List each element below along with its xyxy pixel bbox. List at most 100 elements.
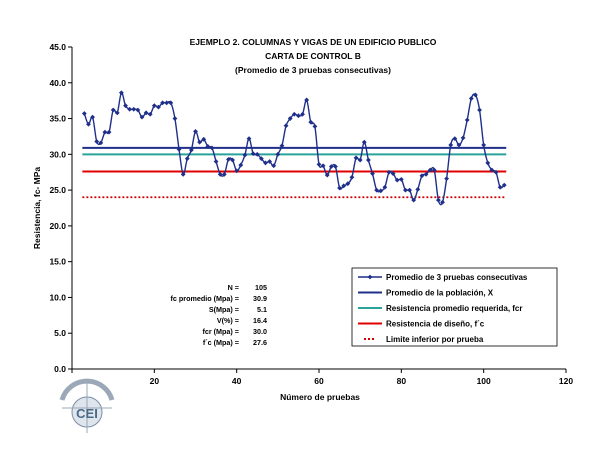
- data-point: [139, 114, 145, 120]
- stat-label: f´c (Mpa) =: [203, 338, 239, 347]
- legend-box: [351, 267, 558, 347]
- data-point: [468, 96, 474, 101]
- y-tick-label: 45.0: [49, 42, 66, 52]
- legend-label: Promedio de la población, X: [386, 289, 494, 298]
- data-point: [254, 151, 260, 157]
- data-point: [205, 144, 211, 149]
- data-point: [473, 92, 478, 98]
- data-point: [320, 163, 326, 169]
- data-point: [427, 167, 433, 173]
- data-point: [127, 106, 133, 112]
- data-point: [341, 183, 347, 189]
- stats-block: N = 105 fc promedio (Mpa) = 30.9 S(Mpa) = 5.1…: [171, 283, 268, 347]
- chart-subtitle-2: (Promedio de 3 pruebas consecutivas): [235, 65, 391, 75]
- data-point: [460, 135, 466, 141]
- data-point: [81, 111, 87, 116]
- data-point: [353, 155, 359, 161]
- data-point: [386, 169, 392, 175]
- stat-value: 5.1: [257, 305, 267, 314]
- data-point: [361, 139, 367, 145]
- reference-lines: [82, 146, 507, 199]
- data-point: [180, 171, 186, 177]
- data-point: [370, 171, 375, 177]
- data-point: [452, 136, 458, 141]
- data-point: [489, 167, 495, 173]
- data-point: [230, 157, 235, 163]
- data-point: [501, 182, 507, 188]
- stat-value: 30.9: [253, 294, 267, 303]
- data-point: [493, 169, 499, 175]
- data-point: [300, 111, 305, 117]
- data-point: [296, 113, 301, 119]
- stat-label: fc promedio (Mpa) =: [171, 294, 240, 303]
- logo-arc-icon: [59, 378, 115, 401]
- data-point: [94, 139, 100, 144]
- data-point: [213, 159, 219, 164]
- data-point: [333, 164, 338, 169]
- data-point: [131, 106, 137, 112]
- data-point: [407, 187, 412, 193]
- data-point: [156, 104, 161, 110]
- stat-label: fcr (Mpa) =: [202, 327, 239, 336]
- x-tick-label: 80: [397, 376, 407, 386]
- data-point: [226, 156, 231, 162]
- legend-marker: [367, 274, 373, 280]
- data-point: [119, 90, 124, 96]
- y-axis-label: Resistencia, fc- MPa: [32, 167, 42, 249]
- data-point: [337, 185, 342, 191]
- y-tick-label: 10.0: [49, 292, 66, 302]
- chart-subtitle: CARTA DE CONTROL B: [265, 51, 361, 61]
- data-point: [176, 146, 182, 152]
- data-point: [481, 142, 487, 148]
- stat-label: V(%) =: [217, 316, 239, 325]
- data-point: [209, 145, 215, 151]
- stat-label: N =: [228, 283, 239, 292]
- data-point: [238, 162, 244, 168]
- data-point: [283, 123, 289, 129]
- stat-value: 27.6: [253, 338, 267, 347]
- data-point: [291, 111, 297, 117]
- data-point: [246, 136, 252, 141]
- data-point: [250, 151, 256, 157]
- data-point: [464, 117, 470, 123]
- data-point: [312, 124, 318, 129]
- chart-title: EJEMPLO 2. COLUMNAS Y VIGAS DE UN EDIFIC…: [190, 37, 437, 47]
- data-point: [423, 171, 429, 177]
- data-point: [267, 159, 272, 164]
- data-point: [271, 163, 277, 169]
- data-point: [398, 176, 404, 182]
- legend-label: Resistencia de diseño, f´c: [386, 320, 485, 329]
- data-point: [188, 147, 194, 153]
- data-point: [345, 181, 351, 187]
- x-ticks: 20 40 60 80 100 120: [71, 369, 573, 386]
- data-point: [411, 197, 417, 203]
- data-point: [263, 160, 268, 166]
- data-point: [143, 110, 149, 116]
- y-tick-label: 25.0: [49, 185, 66, 195]
- stat-value: 105: [255, 283, 267, 292]
- data-point: [86, 121, 91, 127]
- data-point: [160, 100, 165, 106]
- data-point: [287, 116, 293, 121]
- data-point: [217, 171, 223, 177]
- x-tick-label: 20: [150, 376, 160, 386]
- data-point: [168, 100, 174, 106]
- data-point: [431, 167, 437, 173]
- y-ticks: 0.0 5.0 10.0 15.0 20.0 25.0 30.0 35.0 40.0 45.0: [49, 42, 72, 374]
- data-point: [304, 97, 310, 103]
- x-tick-label: 120: [559, 376, 573, 386]
- logo-text: CEI: [76, 406, 98, 421]
- data-point: [316, 161, 322, 167]
- data-point: [448, 142, 454, 148]
- data-point: [98, 140, 104, 146]
- data-point: [172, 116, 178, 121]
- data-point: [403, 187, 408, 193]
- cei-logo: CEI: [59, 378, 115, 433]
- data-point: [374, 187, 380, 193]
- y-tick-label: 40.0: [49, 78, 66, 88]
- y-tick-label: 5.0: [54, 328, 66, 338]
- data-point: [242, 152, 248, 158]
- data-point: [390, 171, 396, 177]
- data-point: [349, 174, 355, 180]
